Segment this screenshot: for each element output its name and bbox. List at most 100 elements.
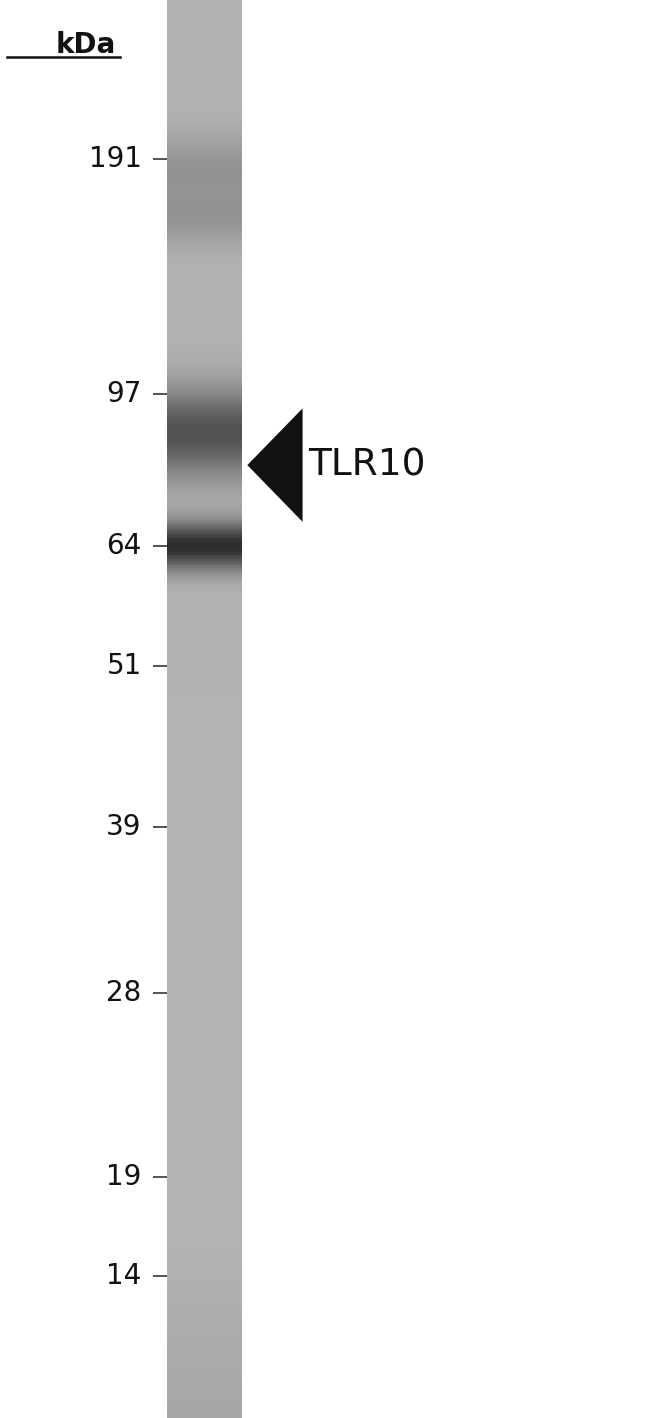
Bar: [168, 519, 242, 520]
Bar: [168, 960, 242, 961]
Bar: [168, 778, 242, 780]
Bar: [168, 838, 242, 839]
Bar: [168, 1242, 242, 1244]
Bar: [168, 1044, 242, 1045]
Bar: [168, 312, 242, 313]
Bar: [168, 1054, 242, 1055]
Bar: [168, 761, 242, 763]
Bar: [168, 666, 242, 668]
Bar: [168, 841, 242, 842]
Bar: [168, 900, 242, 902]
Bar: [168, 191, 242, 193]
Bar: [168, 156, 242, 157]
Bar: [168, 871, 242, 872]
Bar: [168, 835, 242, 837]
Bar: [168, 21, 242, 23]
Bar: [168, 1289, 242, 1290]
Bar: [168, 1384, 242, 1385]
Bar: [168, 559, 242, 560]
Bar: [168, 956, 242, 957]
Bar: [168, 848, 242, 849]
Bar: [168, 549, 242, 550]
Bar: [168, 41, 242, 43]
Bar: [168, 125, 242, 126]
Bar: [168, 1302, 242, 1303]
Bar: [168, 571, 242, 573]
Bar: [168, 69, 242, 71]
Bar: [168, 86, 242, 88]
Bar: [168, 715, 242, 716]
Bar: [168, 430, 242, 431]
Bar: [168, 934, 242, 936]
Bar: [168, 254, 242, 255]
Bar: [168, 1163, 242, 1164]
Bar: [168, 506, 242, 508]
Bar: [168, 888, 242, 889]
Bar: [168, 204, 242, 206]
Bar: [168, 1296, 242, 1297]
Bar: [168, 873, 242, 875]
Bar: [168, 1110, 242, 1112]
Bar: [168, 895, 242, 896]
Bar: [168, 342, 242, 343]
Bar: [168, 625, 242, 627]
Bar: [168, 67, 242, 68]
Bar: [168, 1008, 242, 1010]
Bar: [168, 1184, 242, 1185]
Bar: [168, 265, 242, 267]
Bar: [168, 1147, 242, 1149]
Bar: [168, 1339, 242, 1340]
Polygon shape: [247, 408, 302, 522]
Bar: [168, 1027, 242, 1028]
Bar: [168, 1065, 242, 1066]
Bar: [168, 247, 242, 248]
Bar: [168, 1254, 242, 1255]
Bar: [168, 668, 242, 669]
Bar: [168, 38, 242, 40]
Bar: [168, 55, 242, 57]
Bar: [168, 1120, 242, 1122]
Bar: [168, 984, 242, 986]
Bar: [168, 659, 242, 661]
Bar: [168, 569, 242, 570]
Bar: [168, 1046, 242, 1048]
Bar: [168, 109, 242, 111]
Bar: [168, 898, 242, 899]
Bar: [168, 71, 242, 72]
Bar: [168, 1156, 242, 1157]
Bar: [168, 461, 242, 462]
Bar: [168, 311, 242, 312]
Bar: [168, 447, 242, 448]
Bar: [168, 865, 242, 866]
Bar: [168, 362, 242, 363]
Bar: [168, 1200, 242, 1201]
Bar: [168, 391, 242, 393]
Bar: [168, 330, 242, 332]
Bar: [168, 451, 242, 452]
Bar: [168, 1417, 242, 1418]
Bar: [168, 44, 242, 45]
Bar: [168, 1269, 242, 1271]
Bar: [168, 464, 242, 465]
Bar: [168, 313, 242, 315]
Bar: [168, 1239, 242, 1241]
Bar: [168, 824, 242, 825]
Bar: [168, 783, 242, 784]
Bar: [168, 465, 242, 467]
Bar: [168, 770, 242, 771]
Bar: [168, 336, 242, 337]
Bar: [168, 703, 242, 705]
Bar: [168, 34, 242, 35]
Bar: [168, 0, 242, 1]
Bar: [168, 400, 242, 401]
Bar: [168, 323, 242, 325]
Bar: [168, 115, 242, 116]
Bar: [168, 172, 242, 173]
Bar: [168, 1109, 242, 1110]
Bar: [168, 459, 242, 461]
Bar: [168, 922, 242, 923]
Bar: [168, 95, 242, 96]
Bar: [168, 454, 242, 455]
Bar: [168, 1045, 242, 1046]
Bar: [168, 1222, 242, 1224]
